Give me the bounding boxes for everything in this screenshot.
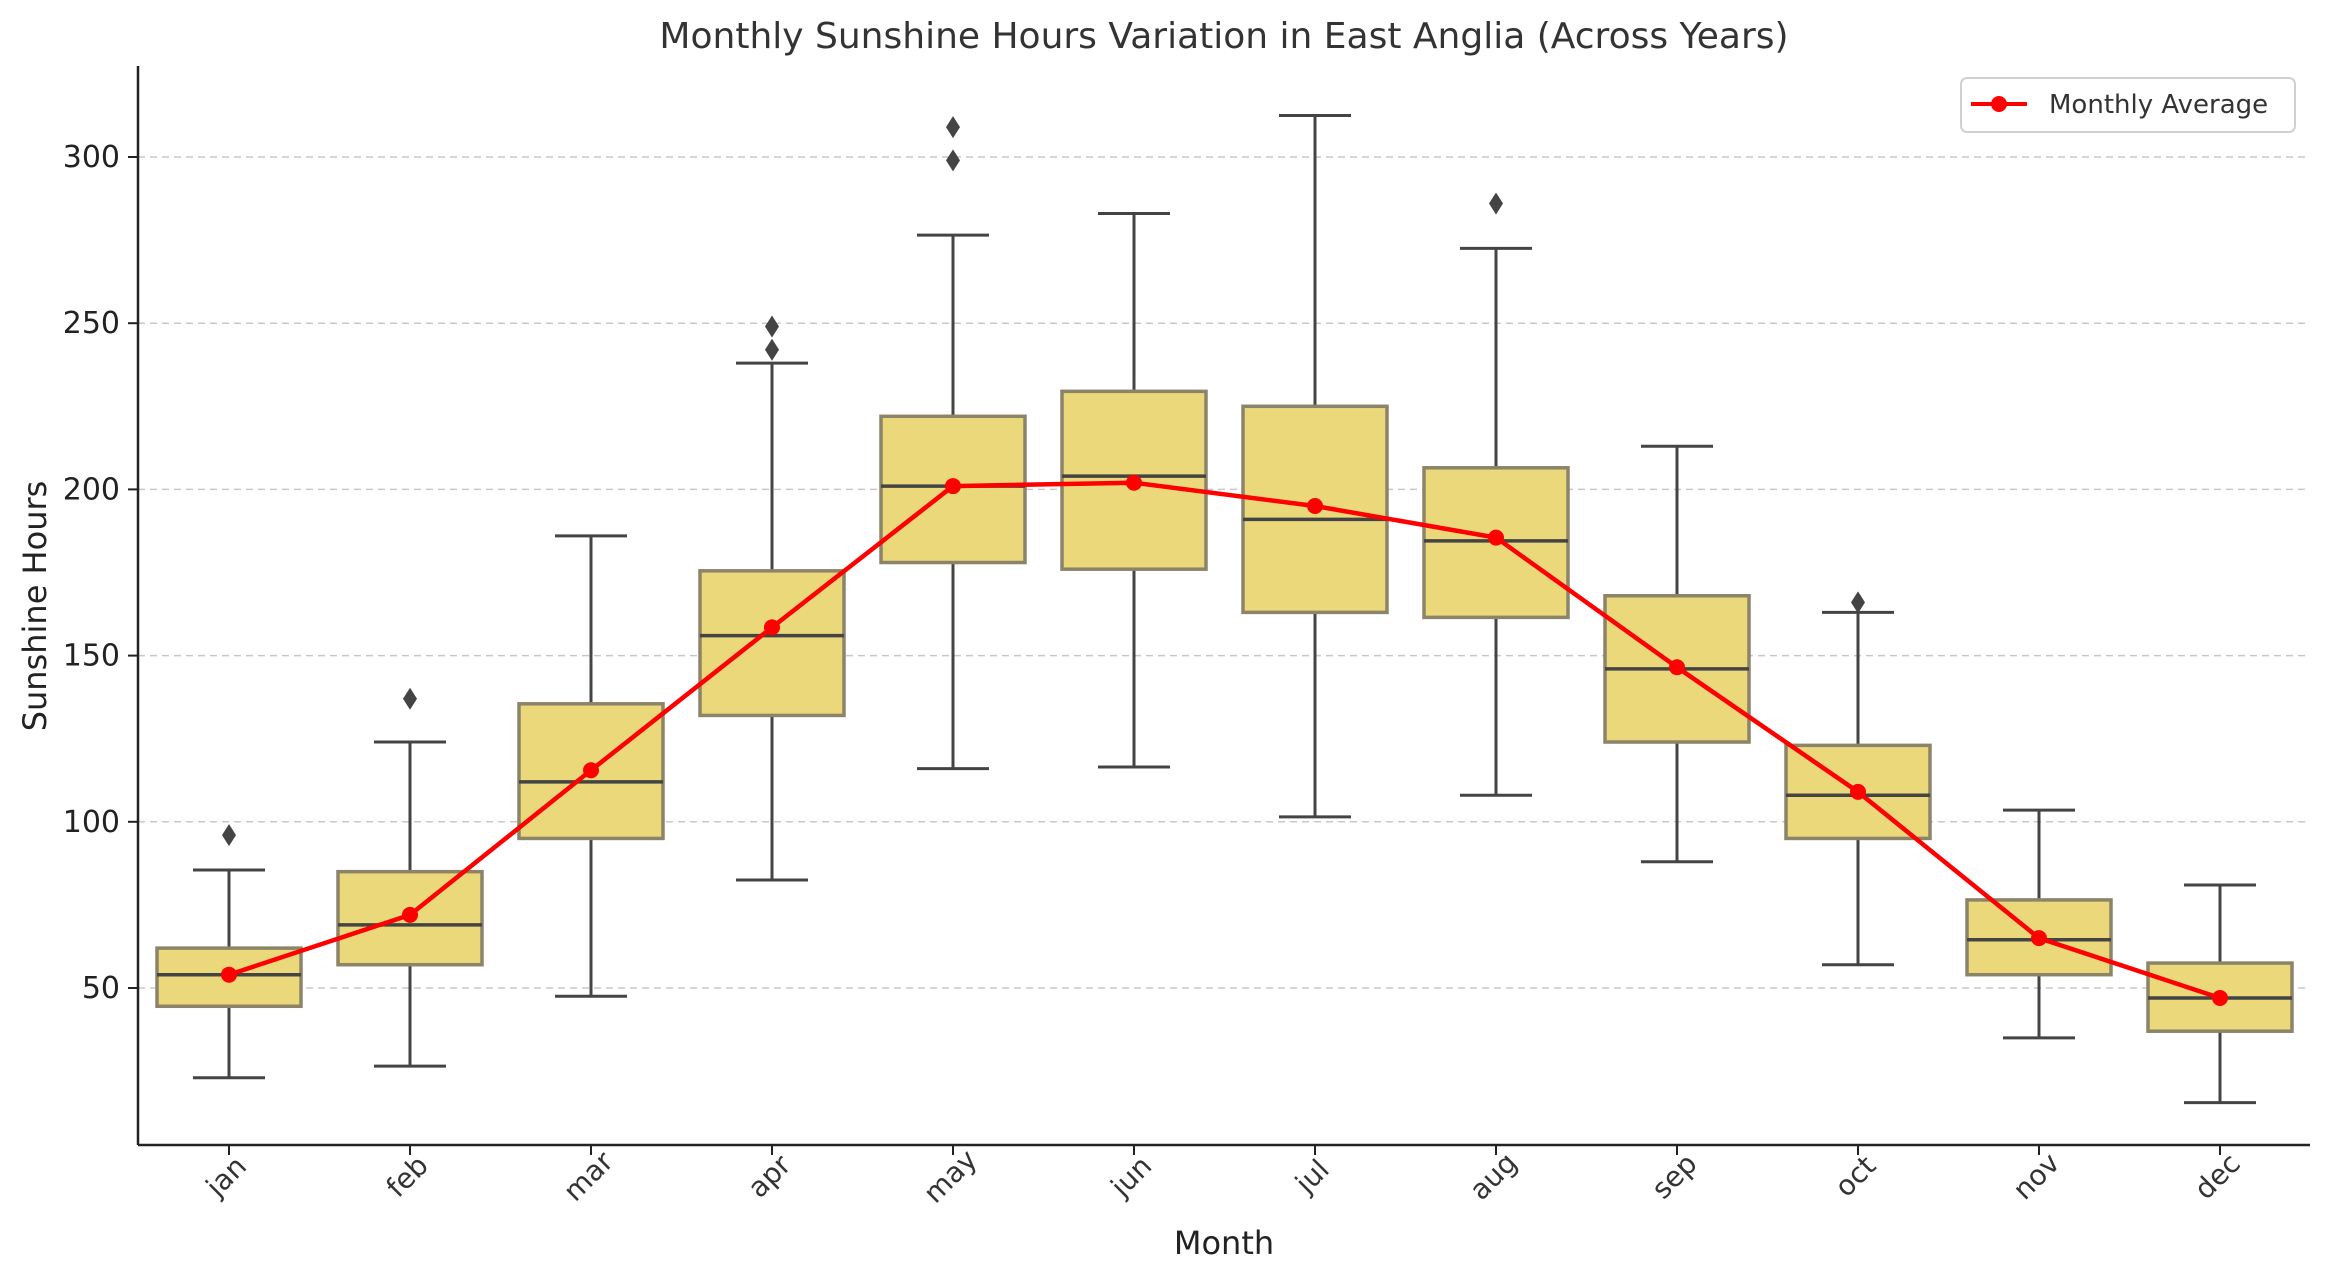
legend: Monthly Average: [1960, 77, 2296, 133]
average-point-mar: [583, 762, 599, 779]
legend-label: Monthly Average: [2049, 90, 2268, 120]
legend-frame: [1960, 77, 2296, 133]
chart-title: Monthly Sunshine Hours Variation in East…: [659, 16, 1788, 57]
box-oct: [1784, 591, 1932, 967]
average-point-jan: [221, 966, 237, 983]
average-point-sep: [1669, 659, 1685, 676]
average-point-jun: [1126, 474, 1142, 491]
x-tick-label-apr: apr: [741, 1148, 798, 1205]
average-point-feb: [402, 906, 418, 923]
x-tick-label-jan: jan: [199, 1150, 253, 1204]
average-point-dec: [2212, 989, 2228, 1006]
outlier-jan-0: [222, 824, 236, 847]
outlier-apr-1: [765, 315, 779, 338]
outlier-feb-0: [403, 687, 417, 710]
y-tick-label-250: 250: [63, 306, 120, 341]
x-tick-label-nov: nov: [2006, 1146, 2066, 1206]
x-tick-label-dec: dec: [2188, 1147, 2247, 1206]
box-body-may: [879, 414, 1027, 565]
legend-marker: [1991, 96, 2007, 112]
outlier-may-0: [946, 149, 960, 172]
y-tick-label-150: 150: [63, 639, 120, 674]
x-tick-label-may: may: [917, 1143, 983, 1209]
x-tick-label-jun: jun: [1104, 1149, 1159, 1204]
average-point-nov: [2031, 930, 2047, 947]
x-tick-label-jul: jul: [1288, 1153, 1336, 1201]
x-tick-label-oct: oct: [1828, 1149, 1882, 1203]
x-tick-label-sep: sep: [1645, 1147, 1703, 1205]
average-line-layer: [221, 474, 2228, 1006]
x-tick-label-aug: aug: [1463, 1146, 1524, 1207]
box-body-apr: [698, 569, 846, 718]
average-point-may: [945, 478, 961, 495]
outlier-aug-0: [1489, 192, 1503, 215]
x-tick-label-feb: feb: [380, 1149, 435, 1204]
box-jul: [1241, 113, 1389, 819]
average-point-apr: [764, 619, 780, 636]
outlier-may-1: [946, 116, 960, 139]
average-line: [228, 480, 2221, 1001]
grid-lines: [138, 156, 2310, 989]
y-tick-label-50: 50: [82, 971, 120, 1006]
box-jan: [155, 824, 303, 1080]
average-point-jul: [1307, 498, 1323, 515]
box-mar: [517, 534, 665, 998]
outlier-apr-0: [765, 338, 779, 361]
boxes-layer: [155, 113, 2294, 1105]
average-point-aug: [1488, 529, 1504, 546]
outlier-oct-0: [1851, 591, 1865, 614]
average-point-oct: [1850, 783, 1866, 800]
box-aug: [1422, 192, 1570, 797]
axes: 50 100 150 200 250 300 jan feb mar apr may jun jul au…: [63, 66, 2310, 1210]
y-tick-label-100: 100: [63, 805, 120, 840]
box-nov: [1965, 808, 2113, 1040]
box-apr: [698, 315, 846, 882]
x-axis-label: Month: [1174, 1224, 1274, 1262]
y-tick-label-300: 300: [63, 140, 120, 175]
box-may: [879, 116, 1027, 771]
box-sep: [1603, 444, 1751, 864]
y-tick-label-200: 200: [63, 472, 120, 507]
y-axis-label: Sunshine Hours: [16, 481, 54, 732]
x-tick-label-mar: mar: [557, 1144, 620, 1207]
